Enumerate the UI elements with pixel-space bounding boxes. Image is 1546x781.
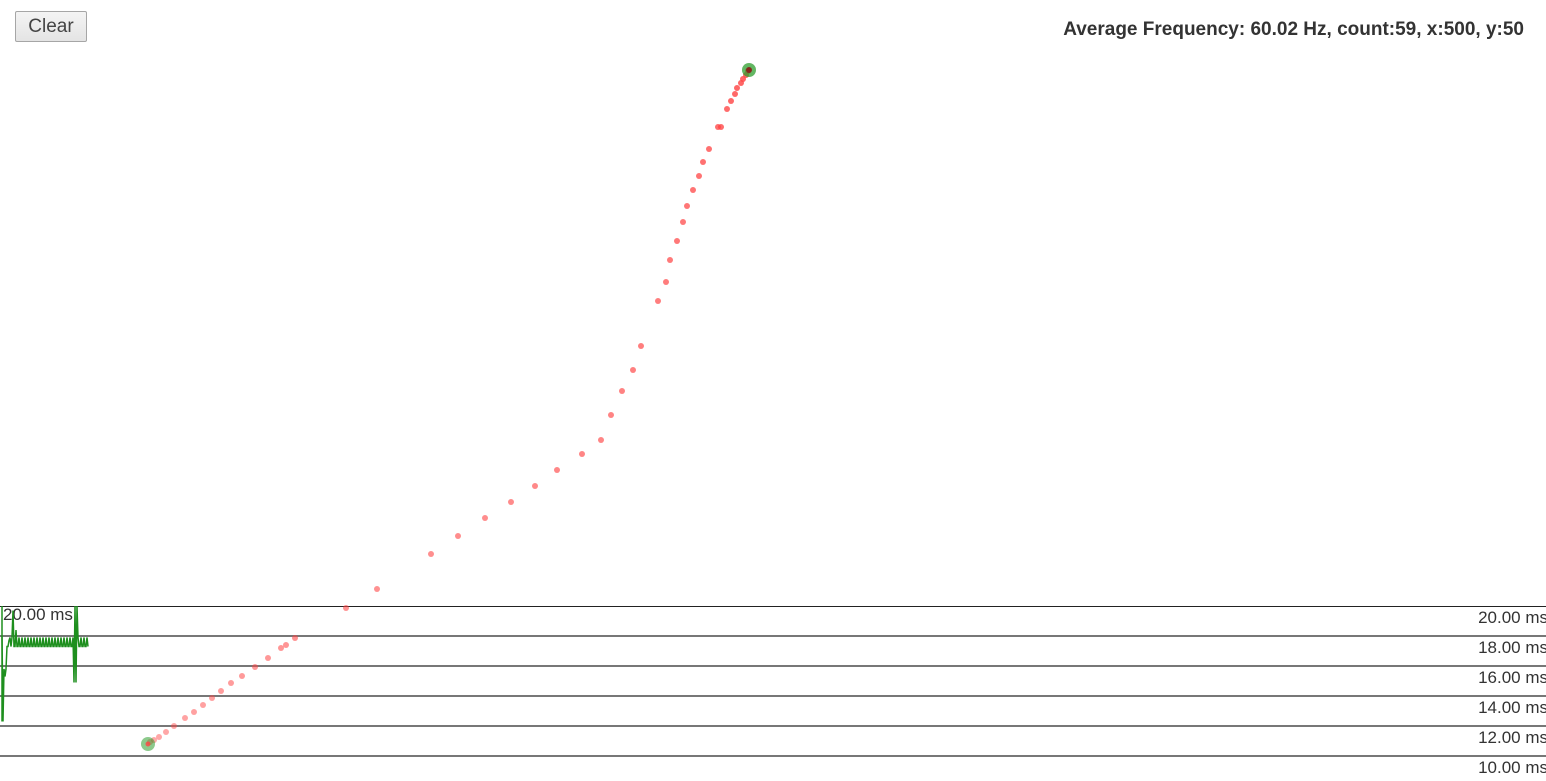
trail-point [163, 729, 169, 735]
trail-point [508, 499, 514, 505]
trail-point [171, 723, 177, 729]
trail-point [608, 412, 614, 418]
trail-point [228, 680, 234, 686]
trail-point [554, 467, 560, 473]
trail-point [680, 219, 686, 225]
frequency-readout: Average Frequency: 60.02 Hz, count:59, x… [1063, 19, 1524, 40]
trail-point [209, 695, 215, 701]
trail-point [455, 533, 461, 539]
trail-point [343, 605, 349, 611]
trail-point [732, 91, 738, 97]
graph-top-left-label: 20.00 ms [3, 605, 73, 624]
trail-point [292, 635, 298, 641]
gridline-label: 20.00 ms [1478, 608, 1546, 627]
trail-point [579, 451, 585, 457]
trail-point [532, 483, 538, 489]
trail-point [598, 437, 604, 443]
trail-point [638, 343, 644, 349]
trail-point [374, 586, 380, 592]
gridline-label: 16.00 ms [1478, 668, 1546, 687]
trail-point [191, 709, 197, 715]
frame-time-line [1, 605, 89, 722]
trail-point [674, 238, 680, 244]
trail-point [663, 279, 669, 285]
trail-point [619, 388, 625, 394]
trail-point [696, 173, 702, 179]
gridline-label: 10.00 ms [1478, 758, 1546, 777]
gridline-label: 18.00 ms [1478, 638, 1546, 657]
trail-point [630, 367, 636, 373]
trail-point [278, 645, 284, 651]
gridline-label: 14.00 ms [1478, 698, 1546, 717]
trail-point [265, 655, 271, 661]
trail-point [182, 715, 188, 721]
trail-point [218, 688, 224, 694]
trail-point [283, 642, 289, 648]
trail-point [482, 515, 488, 521]
trail-point [724, 106, 730, 112]
trail-point [690, 187, 696, 193]
trail-point [156, 734, 162, 740]
trail-point [655, 298, 661, 304]
trail-start-dot [145, 741, 151, 747]
trail-point [200, 702, 206, 708]
trail-point [428, 551, 434, 557]
gridline-label: 12.00 ms [1478, 728, 1546, 747]
trail-point [706, 146, 712, 152]
trail-point [239, 673, 245, 679]
trail-point [718, 124, 724, 130]
trail-point [700, 159, 706, 165]
trail-point [667, 257, 673, 263]
trail-end-dot [746, 67, 752, 73]
trail-point [728, 98, 734, 104]
trail-point [252, 664, 258, 670]
trail-point [734, 85, 740, 91]
clear-button[interactable]: Clear [15, 11, 87, 42]
trail-point [684, 203, 690, 209]
